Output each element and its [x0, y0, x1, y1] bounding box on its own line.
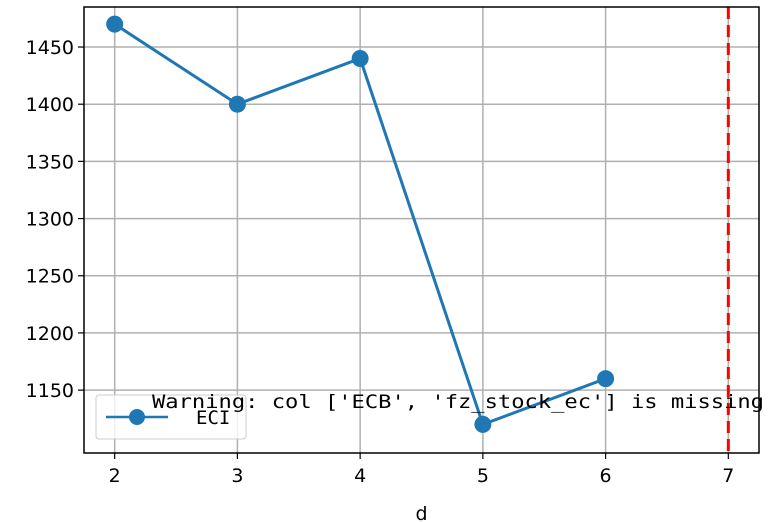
x-tick-label: 3 — [231, 465, 243, 487]
y-tick-label: 1350 — [26, 151, 74, 173]
y-tick-label: 1250 — [26, 266, 74, 288]
data-point — [474, 415, 492, 433]
x-tick-label: 6 — [600, 465, 612, 487]
x-tick-label: 4 — [354, 465, 366, 487]
y-tick-label: 1150 — [26, 380, 74, 402]
data-point — [597, 370, 615, 388]
y-tick-label: 1450 — [26, 37, 74, 59]
x-tick-label: 2 — [109, 465, 121, 487]
series-layer — [106, 15, 615, 433]
legend-marker — [129, 409, 145, 425]
x-axis-label: d — [415, 503, 427, 522]
warning-annotation: Warning: col ['ECB', 'fz_stock_ec'] is m… — [152, 391, 764, 413]
y-tick-label: 1300 — [26, 209, 74, 231]
grid — [84, 7, 759, 453]
y-tick-label: 1200 — [26, 323, 74, 345]
x-tick-label: 5 — [477, 465, 489, 487]
y-tick-label: 1400 — [26, 94, 74, 116]
legend: ECI — [95, 394, 247, 440]
legend-label: ECI — [196, 407, 230, 429]
data-point — [228, 95, 246, 113]
legend-box — [95, 394, 247, 440]
data-point — [106, 15, 124, 33]
axes-frame — [83, 6, 760, 454]
x-tick-label: 7 — [722, 465, 734, 487]
ticks: 2 3 4 5 6 7 1150 1200 1250 1300 1350 1400 1450 — [26, 37, 735, 487]
data-point — [351, 49, 369, 67]
